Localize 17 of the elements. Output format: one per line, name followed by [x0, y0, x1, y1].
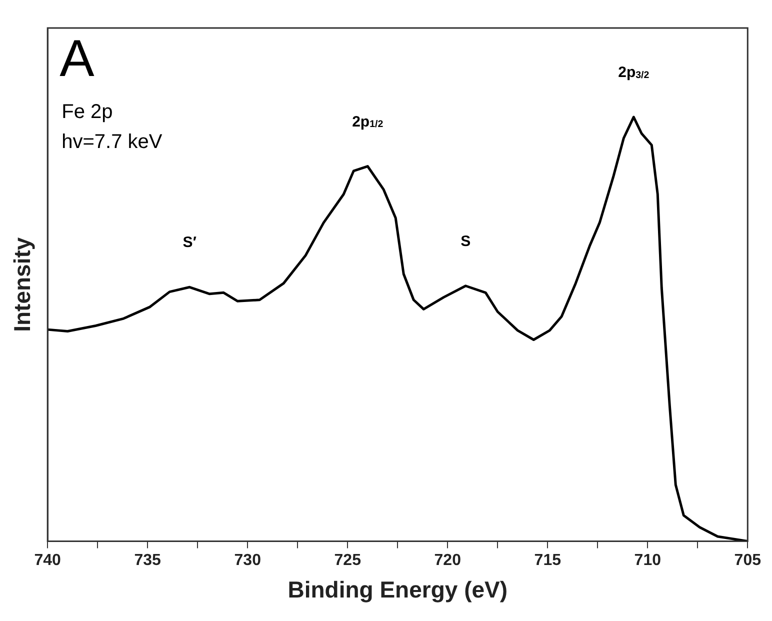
x-tick-label: 715 — [534, 552, 562, 570]
x-tick-label: 725 — [334, 552, 362, 570]
annotation: S — [460, 232, 471, 250]
annotation: S′ — [182, 234, 197, 252]
annotation: Fe 2p — [62, 101, 113, 123]
x-tick-label: 720 — [434, 552, 462, 570]
text: A — [60, 30, 95, 88]
x-tick-label: 705 — [734, 552, 762, 570]
x-tick-label: 735 — [134, 552, 162, 570]
x-tick-label: 730 — [234, 552, 262, 570]
annotation: 2p1/2 — [352, 113, 384, 130]
x-tick-label: 740 — [34, 552, 62, 570]
x-axis-title: Binding Energy (eV) — [288, 576, 508, 603]
annotation: 2p3/2 — [618, 64, 650, 82]
annotation: hv=7.7 keV — [62, 131, 163, 153]
x-tick-label: 710 — [634, 552, 662, 570]
y-axis-title: Intensity — [9, 237, 36, 332]
